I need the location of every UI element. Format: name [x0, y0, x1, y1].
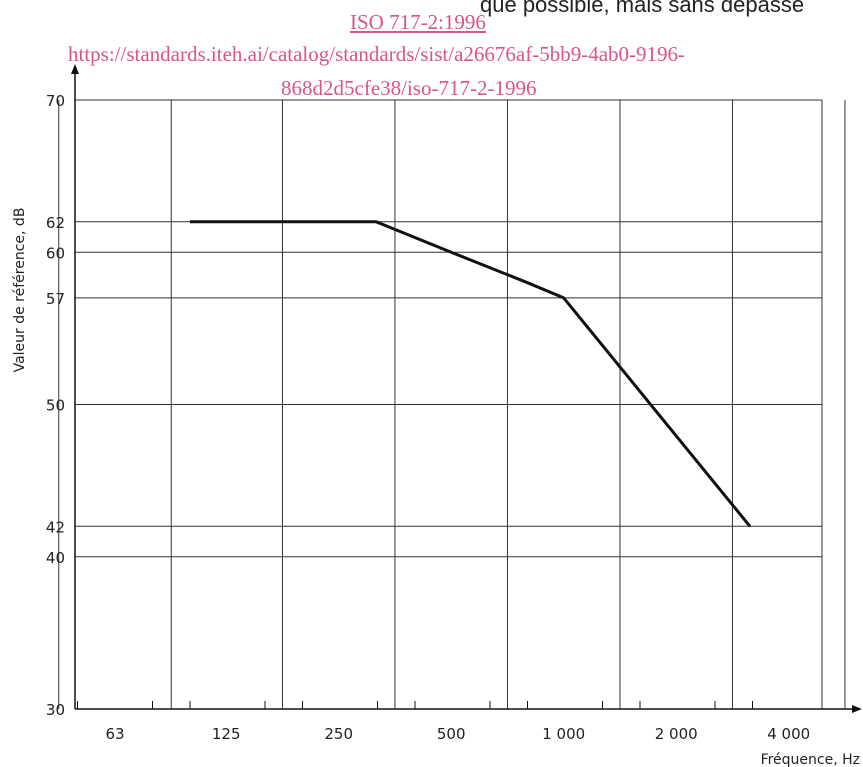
x-axis-arrow [852, 705, 862, 713]
body-text-fragment: que possible, mais sans dépasse [480, 0, 805, 17]
y-tick-label: 70 [46, 92, 65, 110]
y-tick-label: 40 [46, 549, 65, 567]
watermark-url-line-1[interactable]: https://standards.iteh.ai/catalog/standa… [68, 42, 686, 66]
tick-marks [77, 701, 753, 709]
y-tick-label: 30 [46, 701, 65, 719]
x-tick-labels: 63 125 250 500 1 000 2 000 4 000 [105, 725, 810, 743]
data-point [526, 282, 528, 284]
x-tick-label: 125 [212, 725, 241, 743]
x-tick-label: 250 [324, 725, 353, 743]
watermark-url-line-2[interactable]: 868d2d5cfe38/iso-717-2-1996 [281, 76, 537, 100]
y-tick-label: 57 [46, 290, 65, 308]
x-tick-label: 4 000 [767, 725, 810, 743]
x-tick-label: 2 000 [655, 725, 698, 743]
y-axis-label: Valeur de référence, dB [12, 208, 28, 373]
x-axis-label: Fréquence, Hz [761, 752, 860, 767]
data-point [749, 525, 751, 527]
x-tick-label: 500 [437, 725, 466, 743]
x-tick-label: 63 [105, 725, 124, 743]
x-tick-label: 1 000 [542, 725, 585, 743]
y-axis-arrow [71, 64, 79, 74]
reference-curve-line [189, 220, 752, 528]
axes [71, 64, 862, 713]
data-point [189, 221, 191, 223]
watermark-title-link[interactable]: ISO 717-2:1996 [350, 10, 486, 34]
data-point [450, 251, 452, 253]
y-tick-label: 62 [46, 214, 65, 232]
y-tick-label: 60 [46, 244, 65, 262]
y-gridlines [75, 99, 822, 558]
x-gridlines [58, 99, 846, 709]
data-point [375, 221, 377, 223]
y-tick-label: 42 [46, 518, 65, 536]
y-tick-label: 50 [46, 397, 65, 415]
y-tick-labels: 30 40 42 50 57 60 62 70 [46, 92, 65, 719]
data-point [563, 297, 565, 299]
series-layer [189, 220, 752, 528]
